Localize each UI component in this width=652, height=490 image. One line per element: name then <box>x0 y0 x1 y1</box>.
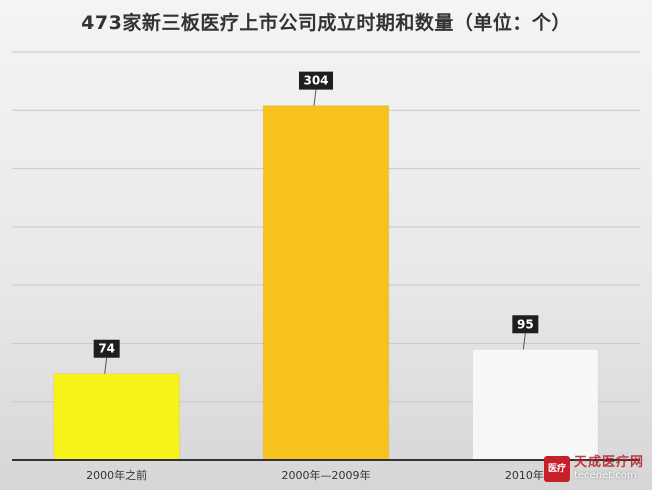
data-label-leader <box>104 357 108 374</box>
watermark-name: 天成医疗网 <box>573 455 644 470</box>
watermark-site: tecenet.com <box>573 470 637 481</box>
bar <box>472 348 599 461</box>
data-label-box <box>93 339 120 358</box>
data-label-leader <box>313 89 317 106</box>
chart-title: 473家新三板医疗上市公司成立时期和数量（单位：个） <box>81 12 571 34</box>
data-label-leader <box>522 333 526 350</box>
data-label: 74 <box>98 342 115 356</box>
category-label: 2000年之前 <box>86 468 147 482</box>
bar <box>53 373 180 461</box>
bar <box>262 105 390 461</box>
data-label-box <box>299 71 333 90</box>
data-label: 95 <box>517 317 534 331</box>
data-label-box <box>512 315 539 334</box>
watermark-logo: 医疗 <box>543 456 570 482</box>
category-label: 2000年—2009年 <box>282 468 371 482</box>
watermark: 医疗 天成医疗网 tecenet.com <box>543 455 644 482</box>
data-label: 304 <box>303 74 328 88</box>
